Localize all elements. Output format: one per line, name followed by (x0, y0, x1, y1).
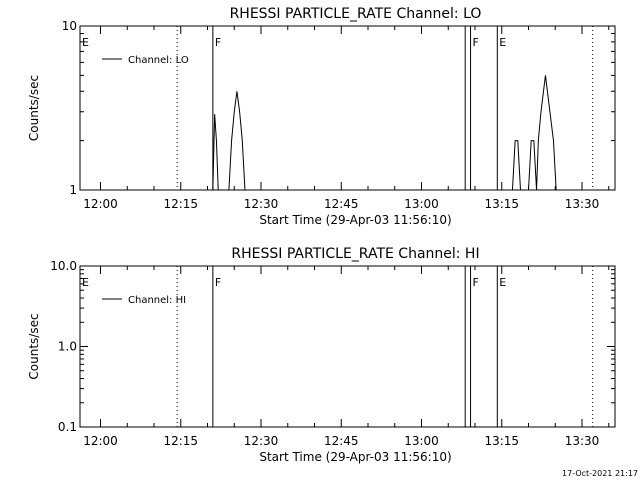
chart-title: RHESSI PARTICLE_RATE Channel: LO (230, 6, 482, 22)
y-tick-label: 1.0 (58, 340, 77, 354)
event-marker-label: F (215, 36, 221, 49)
x-tick-label: 12:45 (324, 434, 359, 448)
x-tick-label: 13:00 (404, 434, 439, 448)
event-marker-label: F (473, 276, 479, 289)
y-tick-label: 10 (62, 19, 77, 33)
chart-panel-2: RHESSI PARTICLE_RATE Channel: HI Counts/s… (27, 246, 616, 464)
legend-label: Channel: LO (128, 55, 189, 66)
x-tick-label: 13:30 (565, 434, 600, 448)
event-marker-label: E (82, 276, 89, 289)
x-tick-label: 13:00 (404, 197, 439, 211)
x-tick-label: 12:00 (83, 434, 118, 448)
x-tick-label: 12:15 (163, 434, 198, 448)
event-marker-label: F (473, 36, 479, 49)
series-line (212, 75, 557, 191)
event-marker-label: E (499, 276, 506, 289)
y-tick-label: 10.0 (50, 259, 77, 273)
chart-panel-1: RHESSI PARTICLE_RATE Channel: LO Counts/s… (27, 6, 616, 227)
legend-label: Channel: HI (128, 295, 186, 306)
x-tick-label: 12:30 (244, 197, 279, 211)
x-axis-label: Start Time (29-Apr-03 11:56:10) (259, 213, 451, 227)
y-tick-label: 1 (69, 183, 77, 197)
footer-timestamp: 17-Oct-2021 21:17 (562, 469, 638, 478)
x-tick-label: 13:15 (484, 197, 519, 211)
y-tick-label: 0.1 (58, 420, 77, 434)
event-marker-label: E (499, 36, 506, 49)
x-tick-label: 12:00 (83, 197, 118, 211)
x-tick-label: 13:15 (484, 434, 519, 448)
x-tick-label: 12:15 (163, 197, 198, 211)
y-axis-label: Counts/sec (27, 75, 41, 141)
y-axis-label: Counts/sec (27, 313, 41, 379)
x-tick-label: 12:45 (324, 197, 359, 211)
event-marker-label: E (82, 36, 89, 49)
x-axis-label: Start Time (29-Apr-03 11:56:10) (259, 450, 451, 464)
x-tick-label: 12:30 (244, 434, 279, 448)
x-tick-label: 13:30 (565, 197, 600, 211)
event-marker-label: F (215, 276, 221, 289)
chart-title: RHESSI PARTICLE_RATE Channel: HI (231, 246, 479, 262)
